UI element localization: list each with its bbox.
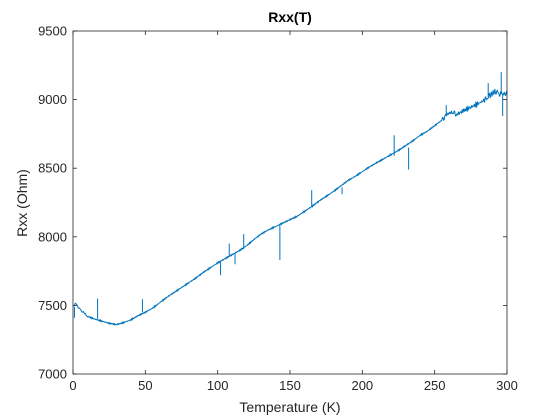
x-tick-label-0: 0 [69,378,76,393]
y-tick-label-1: 7500 [38,298,67,313]
y-tick-label-2: 8000 [38,229,67,244]
y-axis-label: Rxx (Ohm) [14,169,30,237]
chart-title: Rxx(T) [268,9,312,25]
series-line-0 [72,88,508,326]
x-tick-label-4: 200 [351,378,373,393]
y-tick-label-0: 7000 [38,367,67,382]
x-tick-label-3: 150 [279,378,301,393]
y-tick-label-5: 9500 [38,24,67,39]
x-tick-label-2: 100 [207,378,229,393]
y-tick-label-3: 8500 [38,161,67,176]
plot-area [72,72,508,326]
axes: 0 50 100 150 200 250 300 7000 7500 8000 8500 9000 95… [38,24,518,394]
x-tick-label-5: 250 [424,378,446,393]
x-tick-label-6: 300 [496,378,518,393]
axes-frame [72,30,508,375]
x-axis-label: Temperature (K) [239,399,340,415]
y-tick-label-4: 9000 [38,92,67,107]
x-tick-label-1: 50 [138,378,152,393]
